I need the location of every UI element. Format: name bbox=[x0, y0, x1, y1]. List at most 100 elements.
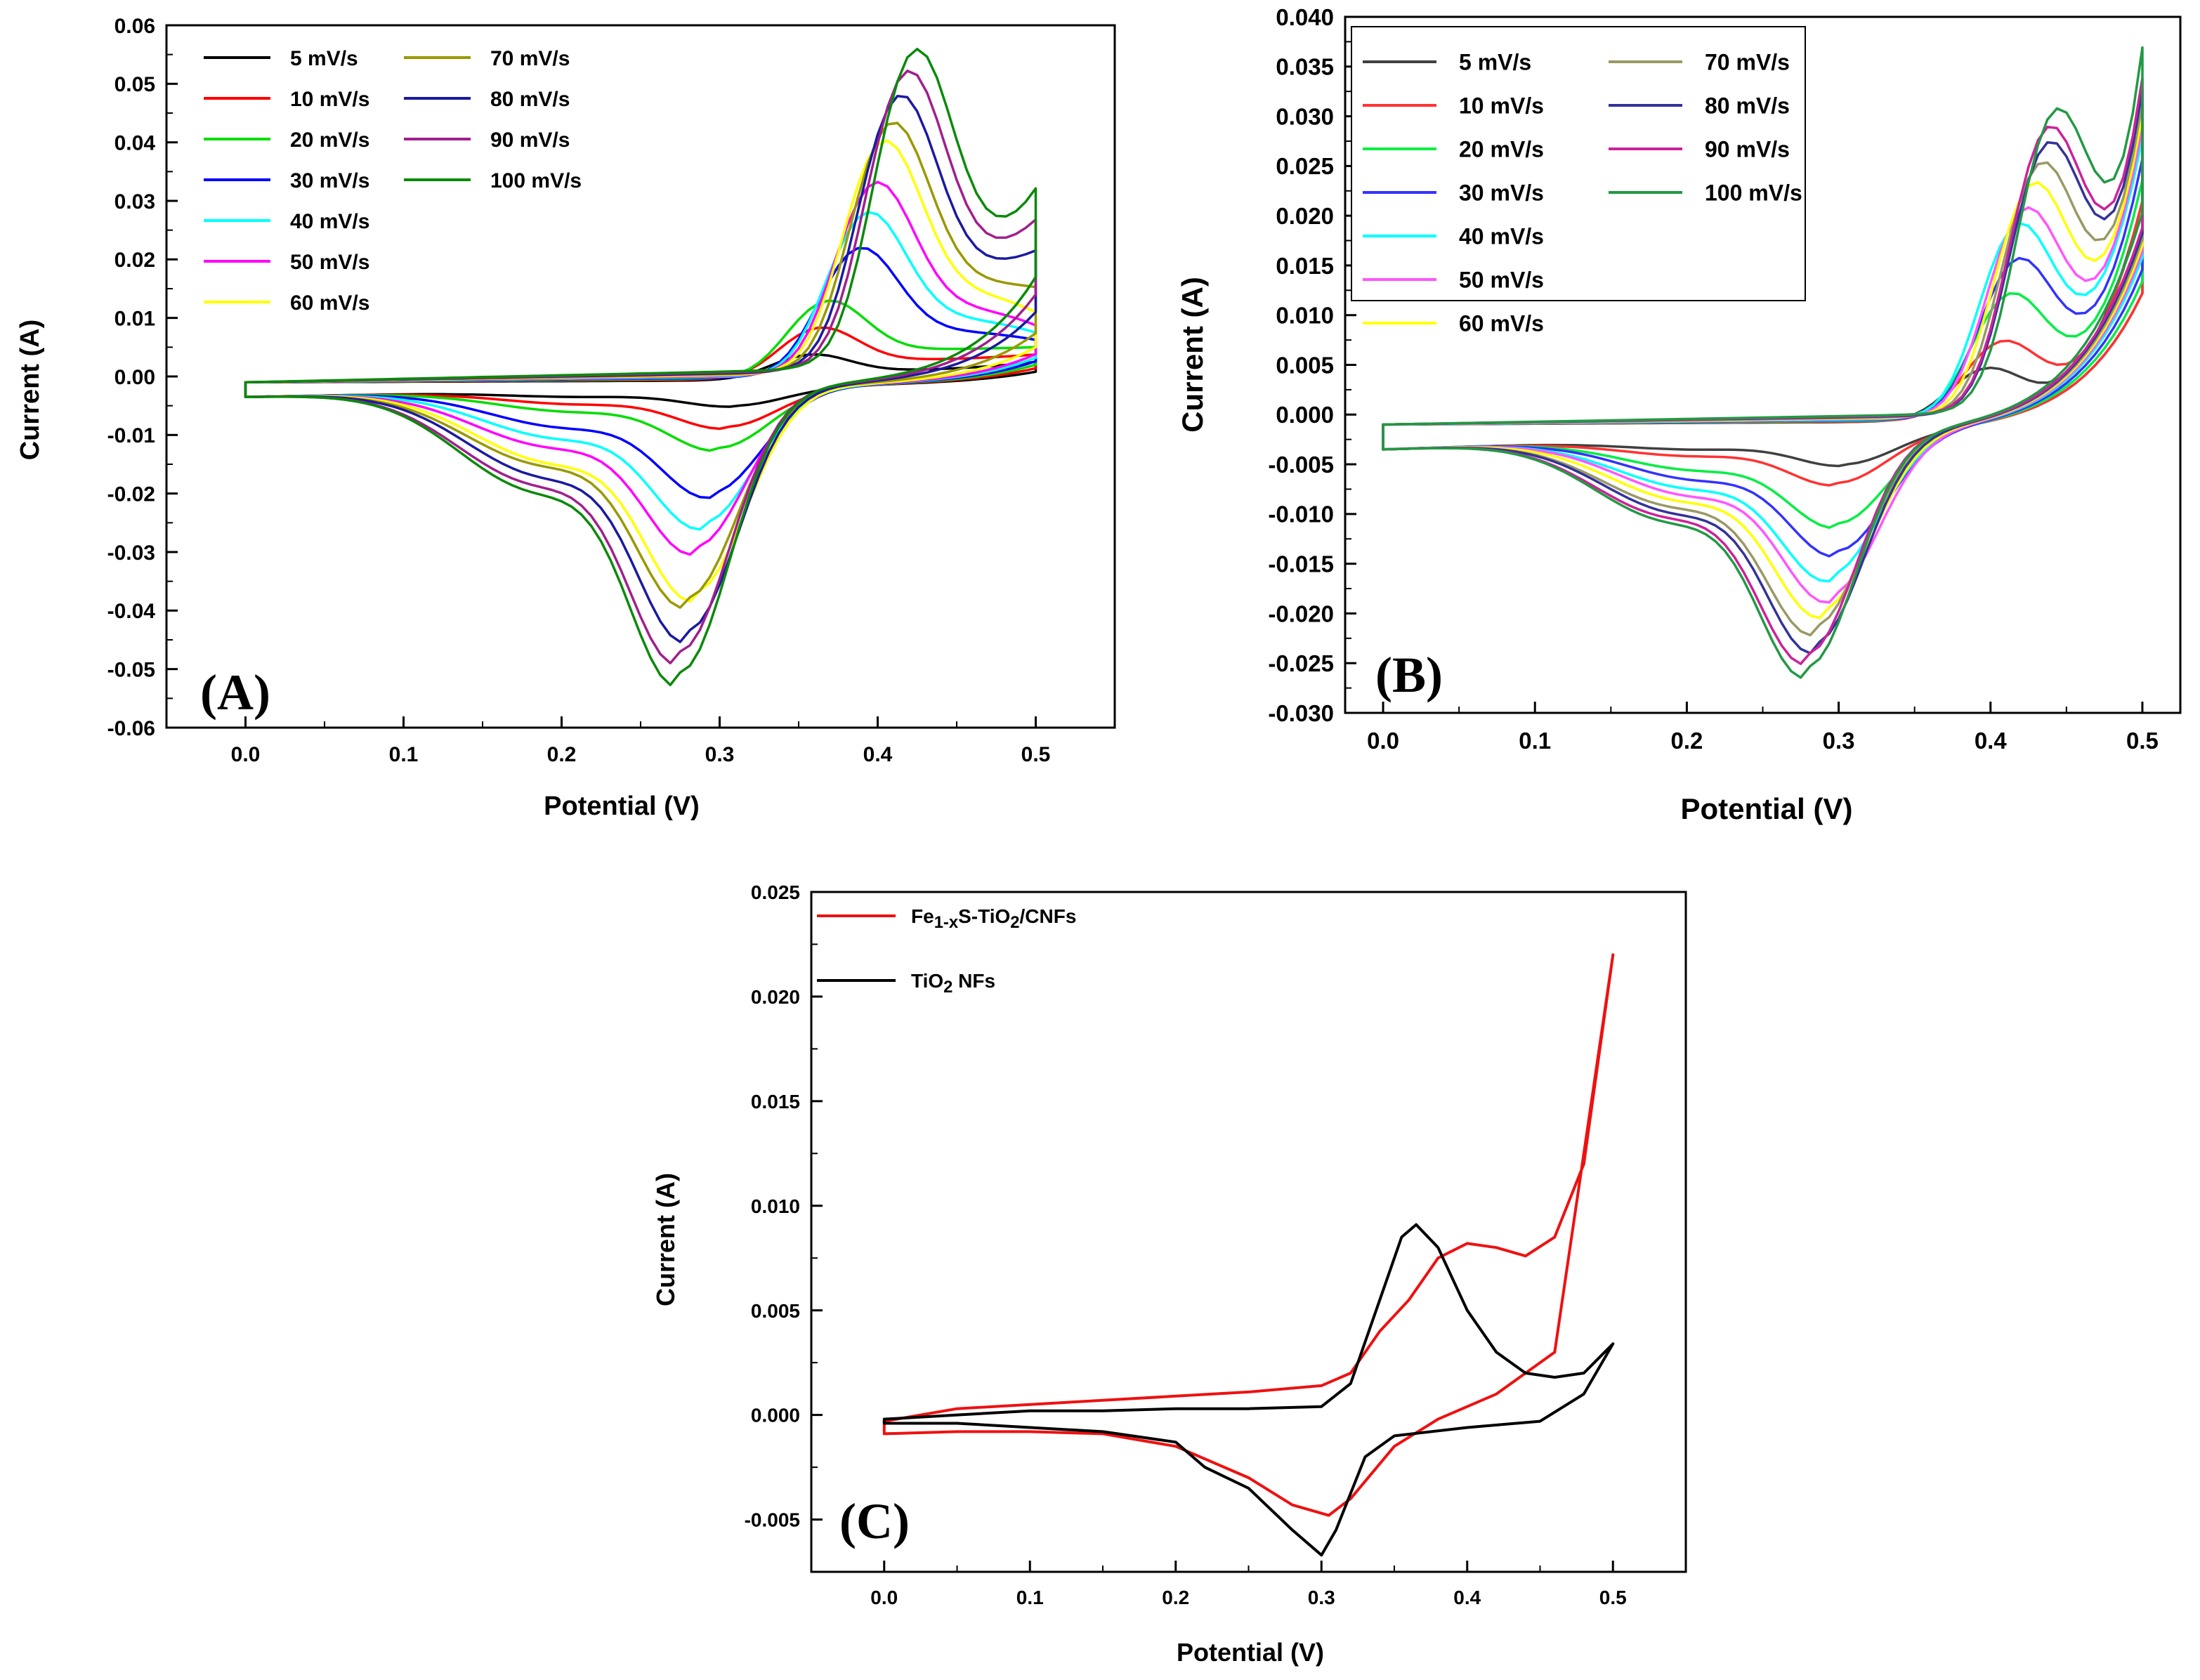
legend-label: 100 mV/s bbox=[490, 169, 582, 192]
y-tick-label: -0.010 bbox=[1268, 501, 1334, 527]
y-tick-label: 0.000 bbox=[1276, 402, 1334, 428]
y-tick-label: 0.005 bbox=[751, 1300, 800, 1322]
y-tick-label: -0.05 bbox=[107, 658, 155, 681]
y-tick-label: 0.02 bbox=[114, 249, 155, 272]
panel-b-ylabel: Current (A) bbox=[1176, 277, 1209, 433]
panel-c-xlabel: Potential (V) bbox=[1177, 1638, 1324, 1667]
legend-label: 60 mV/s bbox=[290, 291, 369, 315]
panel-b: 0.0 0.1 0.2 0.3 0.4 0.5 -0.030 -0.025 -0.020 -0.0… bbox=[1176, 4, 2182, 825]
panel-c-ylabel: Current (A) bbox=[651, 1173, 680, 1306]
y-tick-label: -0.03 bbox=[107, 542, 155, 565]
x-tick-label: 0.5 bbox=[1599, 1587, 1627, 1608]
legend-label: 100 mV/s bbox=[1705, 181, 1802, 206]
y-tick-label: -0.02 bbox=[107, 483, 155, 506]
series-line-90-mv-s bbox=[244, 70, 1037, 664]
x-tick-label: 0.0 bbox=[870, 1587, 898, 1608]
legend-label: 80 mV/s bbox=[490, 88, 570, 111]
legend-label: 90 mV/s bbox=[1705, 137, 1790, 162]
y-tick-label: 0.000 bbox=[751, 1405, 800, 1426]
series-line-100-mv-s bbox=[244, 48, 1037, 687]
x-tick-label: 0.2 bbox=[1670, 728, 1703, 754]
legend-label: 60 mV/s bbox=[1459, 311, 1544, 336]
x-tick-label: 0.2 bbox=[547, 743, 577, 766]
panel-a-xlabel: Potential (V) bbox=[544, 792, 700, 821]
y-tick-label: 0.025 bbox=[751, 881, 800, 903]
y-tick-label: -0.01 bbox=[107, 424, 155, 447]
y-tick-label: 0.020 bbox=[751, 986, 800, 1008]
series-line-100-mv-s bbox=[1382, 46, 2144, 679]
x-tick-label: 0.1 bbox=[1519, 728, 1551, 754]
y-tick-label: -0.030 bbox=[1268, 700, 1334, 726]
panel-b-label: (B) bbox=[1375, 647, 1443, 703]
legend-label: 90 mV/s bbox=[490, 129, 570, 152]
series-line-fe1-xs-tio2-cnfs bbox=[882, 953, 1615, 1517]
panel-a-ticks: 0.0 0.1 0.2 0.3 0.4 0.5 -0.06 -0.05 -0.04 -0.03 -0… bbox=[107, 15, 1051, 766]
x-tick-label: 0.2 bbox=[1162, 1587, 1189, 1608]
y-tick-label: -0.025 bbox=[1268, 650, 1334, 676]
legend-label: 50 mV/s bbox=[290, 251, 369, 274]
y-tick-label: -0.04 bbox=[107, 600, 156, 623]
series-line-tio2-nfs bbox=[882, 1223, 1615, 1557]
panel-b-xlabel: Potential (V) bbox=[1680, 792, 1852, 825]
panel-c-legend: Fe1-xS-TiO2/CNFs TiO2 NFs bbox=[817, 905, 1076, 997]
x-tick-label: 0.4 bbox=[863, 743, 893, 766]
panel-a-ylabel: Current (A) bbox=[15, 320, 45, 461]
y-tick-label: 0.00 bbox=[114, 366, 155, 389]
x-tick-label: 0.3 bbox=[705, 743, 735, 766]
panel-b-legend: 5 mV/s 10 mV/s 20 mV/s 30 mV/s 40 mV/s 50 mV/… bbox=[1351, 26, 1806, 336]
x-tick-label: 0.3 bbox=[1308, 1587, 1335, 1608]
legend-label: 40 mV/s bbox=[290, 210, 369, 233]
legend-label: 70 mV/s bbox=[490, 47, 570, 70]
legend-label: 50 mV/s bbox=[1459, 268, 1544, 293]
x-tick-label: 0.0 bbox=[231, 743, 261, 766]
y-tick-label: -0.015 bbox=[1268, 551, 1334, 577]
y-tick-label: 0.035 bbox=[1276, 54, 1334, 80]
y-tick-label: 0.04 bbox=[114, 131, 156, 155]
y-tick-label: 0.06 bbox=[114, 15, 155, 38]
y-tick-label: 0.005 bbox=[1276, 352, 1334, 378]
legend-label: Fe1-xS-TiO2/CNFs bbox=[911, 905, 1076, 932]
legend-box bbox=[1351, 26, 1806, 301]
x-tick-label: 0.1 bbox=[1016, 1587, 1044, 1608]
y-tick-label: 0.010 bbox=[1276, 303, 1334, 329]
y-tick-label: 0.010 bbox=[751, 1195, 800, 1217]
legend-label: TiO2 NFs bbox=[911, 970, 995, 997]
legend-label: 30 mV/s bbox=[1459, 181, 1544, 206]
x-tick-label: 0.0 bbox=[1367, 728, 1399, 754]
x-tick-label: 0.5 bbox=[1021, 743, 1051, 766]
y-tick-label: 0.01 bbox=[114, 307, 155, 330]
legend-label: 20 mV/s bbox=[290, 129, 369, 152]
y-tick-label: -0.06 bbox=[107, 717, 155, 740]
y-tick-label: 0.025 bbox=[1276, 153, 1334, 179]
x-tick-label: 0.3 bbox=[1823, 728, 1855, 754]
y-tick-label: 0.020 bbox=[1276, 203, 1334, 229]
y-tick-label: -0.005 bbox=[1268, 452, 1334, 478]
x-tick-label: 0.4 bbox=[1975, 728, 2008, 754]
legend-label: 20 mV/s bbox=[1459, 137, 1544, 162]
y-tick-label: 0.030 bbox=[1276, 103, 1334, 129]
panel-c-label: (C) bbox=[839, 1493, 910, 1549]
legend-label: 40 mV/s bbox=[1459, 224, 1544, 249]
y-tick-label: -0.020 bbox=[1268, 601, 1334, 626]
legend-label: 10 mV/s bbox=[290, 88, 369, 111]
panel-c: 0.0 0.1 0.2 0.3 0.4 0.5 -0.005 0.000 0.005 0.010 0… bbox=[651, 881, 1687, 1667]
legend-label: 5 mV/s bbox=[1459, 50, 1531, 75]
x-tick-label: 0.4 bbox=[1453, 1587, 1481, 1608]
y-tick-label: -0.005 bbox=[745, 1509, 800, 1531]
panel-c-plot-area bbox=[810, 891, 1687, 1573]
y-tick-label: 0.015 bbox=[751, 1091, 800, 1113]
legend-label: 70 mV/s bbox=[1705, 50, 1790, 75]
x-tick-label: 0.1 bbox=[389, 743, 419, 766]
y-tick-label: 0.03 bbox=[114, 190, 155, 214]
y-tick-label: 0.015 bbox=[1276, 253, 1334, 279]
panel-c-axes-frame bbox=[810, 891, 1687, 1573]
panel-c-ticks: 0.0 0.1 0.2 0.3 0.4 0.5 -0.005 0.000 0.005 0.010 0… bbox=[745, 881, 1627, 1608]
y-tick-label: 0.05 bbox=[114, 73, 155, 96]
legend-label: 80 mV/s bbox=[1705, 93, 1790, 119]
legend-label: 5 mV/s bbox=[290, 47, 358, 70]
panel-a-label: (A) bbox=[200, 664, 270, 721]
y-tick-label: 0.040 bbox=[1276, 4, 1334, 30]
panel-a-legend: 5 mV/s 10 mV/s 20 mV/s 30 mV/s 40 mV/s 50 mV/… bbox=[204, 47, 582, 315]
legend-label: 30 mV/s bbox=[290, 169, 369, 192]
